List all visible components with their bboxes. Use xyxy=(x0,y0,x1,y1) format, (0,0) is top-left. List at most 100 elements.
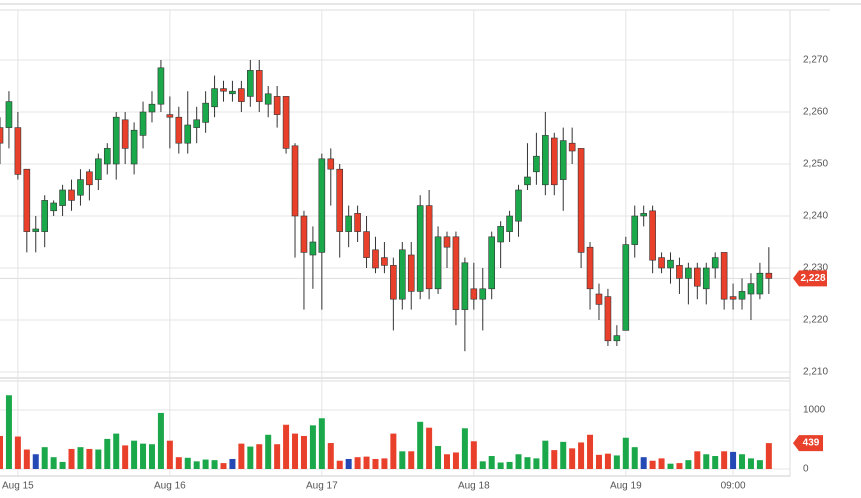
candle-body xyxy=(318,158,326,253)
last-volume-box xyxy=(793,435,823,452)
candle-body xyxy=(720,252,728,300)
volume-bar xyxy=(658,458,665,469)
candle-body xyxy=(470,288,478,300)
candle-body xyxy=(506,215,513,232)
candle-body xyxy=(229,90,236,95)
volume-bar xyxy=(515,454,522,469)
grid xyxy=(0,10,790,476)
candle-body xyxy=(595,293,603,305)
volume-bar xyxy=(166,440,173,469)
volume-bar xyxy=(372,458,379,469)
y-tick-label: 2,250 xyxy=(803,159,828,170)
volume-bar xyxy=(131,440,138,469)
candle-body xyxy=(676,265,683,279)
candle-body xyxy=(175,116,183,144)
candle-body xyxy=(50,202,57,212)
candle-body xyxy=(121,119,129,149)
volume-bar xyxy=(560,441,567,469)
volume-bar xyxy=(336,460,343,469)
candle-body xyxy=(702,267,710,290)
volume-bar xyxy=(578,442,585,469)
volume-bar xyxy=(685,460,692,469)
volume-bar xyxy=(193,461,200,469)
candle-body xyxy=(452,236,460,310)
volume-bar xyxy=(461,428,468,469)
volume-bar xyxy=(68,448,75,469)
marks xyxy=(0,60,773,469)
last-price-label: 2,228 xyxy=(800,273,825,284)
candle-body xyxy=(68,189,75,201)
candle-body xyxy=(247,70,254,97)
volume-bar xyxy=(640,457,647,469)
candle-body xyxy=(238,88,245,102)
candle-body xyxy=(756,272,764,295)
volume-bar xyxy=(274,444,281,469)
volume-bar xyxy=(220,463,227,469)
volume-bar xyxy=(41,447,48,469)
candle-body xyxy=(577,148,585,253)
volume-bar xyxy=(300,435,307,469)
candle-body xyxy=(604,296,612,342)
volume-bar xyxy=(470,441,477,469)
volume-bar xyxy=(327,443,334,469)
volume-bar xyxy=(694,451,701,469)
y-tick-label: 2,230 xyxy=(803,263,828,274)
candle-body xyxy=(291,145,299,217)
volume-bar xyxy=(452,452,459,469)
volume-bar xyxy=(569,448,576,469)
volume-bar xyxy=(426,427,433,469)
candle-body xyxy=(32,228,40,232)
y-tick-label: 2,210 xyxy=(803,367,828,378)
candle-body xyxy=(765,272,773,279)
volume-bar xyxy=(32,454,39,469)
candle-body xyxy=(586,246,594,290)
candle-body xyxy=(148,103,156,113)
candle-body xyxy=(282,96,290,149)
volume-bar xyxy=(157,412,164,469)
volume-bar xyxy=(265,434,272,469)
x-tick-label: Aug 19 xyxy=(610,481,642,492)
volume-bar xyxy=(345,458,352,469)
volume-bar xyxy=(721,451,728,469)
candle-body xyxy=(363,231,370,258)
candle-body xyxy=(327,158,335,170)
candle-body xyxy=(694,267,701,287)
volume-bar xyxy=(104,438,111,469)
candle-body xyxy=(345,215,352,232)
volume-bar xyxy=(229,458,236,469)
x-tick-label: Aug 17 xyxy=(306,481,338,492)
volume-bar xyxy=(595,454,602,469)
volume-bar xyxy=(703,454,710,469)
volume-bar xyxy=(747,458,754,469)
volume-bar xyxy=(14,436,21,469)
candle-body xyxy=(130,129,138,165)
candle-body xyxy=(184,124,192,144)
candle-body xyxy=(220,88,227,92)
volume-bar xyxy=(408,451,415,469)
volume-bar xyxy=(122,445,129,469)
volume-bar xyxy=(247,446,254,469)
volume-bar xyxy=(77,447,84,469)
candle-body xyxy=(488,236,496,290)
candle-body xyxy=(416,205,424,292)
x-tick-label: Aug 15 xyxy=(2,481,34,492)
volume-bar xyxy=(533,458,540,469)
candle-body xyxy=(336,168,344,232)
volume-bar xyxy=(649,460,656,469)
volume-bar xyxy=(497,462,504,469)
candle-body xyxy=(729,296,737,300)
volume-bar xyxy=(86,448,93,469)
volume-bar xyxy=(765,443,772,469)
candle-body xyxy=(103,148,111,165)
candle-body xyxy=(354,213,361,232)
candle-body xyxy=(515,189,522,222)
volume-bar xyxy=(756,460,763,469)
volume-bar xyxy=(363,456,370,469)
volume-bar xyxy=(488,456,495,469)
candle-body xyxy=(14,127,22,175)
volume-bar xyxy=(551,450,558,469)
volume-bar xyxy=(283,424,290,469)
candle-body xyxy=(568,142,576,152)
candle-body xyxy=(166,114,174,118)
